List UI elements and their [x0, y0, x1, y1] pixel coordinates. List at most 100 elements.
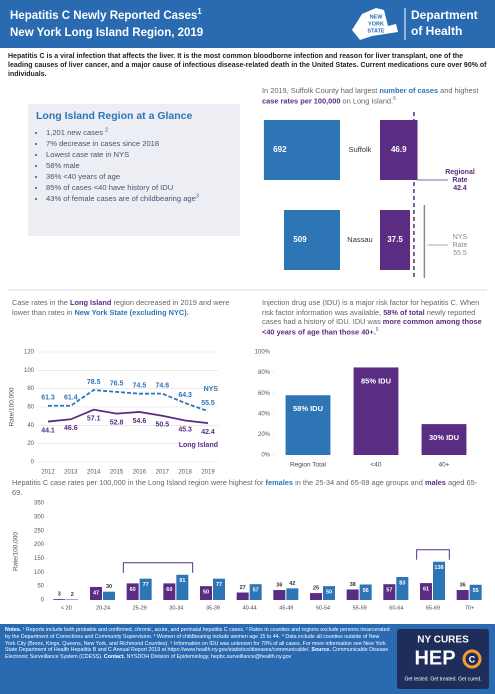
bar-label: 55	[473, 588, 479, 594]
bar	[456, 590, 469, 600]
bar-label: 38	[350, 582, 356, 588]
text-run: and highest	[438, 86, 479, 95]
bar	[139, 578, 152, 600]
text-run: NYSDOH Division of Epidemiology, hepbc.s…	[126, 654, 292, 661]
bar-label: 3	[58, 592, 61, 598]
subtitle: New York Long Island Region, 2019	[10, 27, 204, 40]
bar	[433, 561, 445, 600]
text-run: Case rates in the	[12, 298, 70, 307]
bar-label: 692	[273, 145, 287, 154]
series-line	[47, 408, 209, 425]
text-run: on Long Island.	[340, 96, 394, 106]
x-tick-label: 2019	[201, 470, 215, 476]
y-tick-label: 40%	[258, 411, 271, 417]
caption: Hepatitis C case rates per 100,000 in th…	[12, 478, 482, 497]
bar-label: 27	[240, 585, 246, 591]
bar	[346, 589, 359, 600]
point-label: 61.4	[64, 395, 78, 402]
text-run: Hepatitis C case rates per 100,000 in th…	[12, 478, 266, 487]
bar	[263, 120, 340, 180]
x-tick-label: 35-39	[206, 605, 220, 611]
y-tick-label: 100%	[255, 350, 271, 356]
bar-label: 30	[106, 584, 112, 590]
x-tick-label: 25-29	[133, 605, 147, 611]
bar	[323, 586, 335, 600]
bar	[103, 591, 115, 600]
y-tick-label: 250	[34, 528, 45, 534]
text-run: 6	[393, 95, 396, 102]
y-tick-label: 0%	[261, 453, 270, 459]
glance-item: 85% of cases <40 have history of IDU	[46, 182, 232, 193]
point-label: 57.1	[87, 416, 101, 423]
bar	[200, 586, 212, 600]
glance-item: 1,201 new cases 2	[46, 127, 232, 138]
bar-label: 47	[93, 590, 99, 596]
text-run: males	[424, 478, 446, 487]
glance-item: 43% of female cases are of childbearing …	[46, 193, 232, 204]
highlight-bracket	[416, 549, 450, 560]
campaign-ring	[462, 649, 482, 669]
x-tick-label: 2017	[156, 470, 170, 476]
bar	[53, 599, 66, 600]
glance-item: Lowest case rate in NYS	[46, 149, 232, 160]
bar-label: 138	[434, 565, 443, 571]
text-run: newly reported cases had a history of ID…	[262, 307, 476, 327]
bar	[285, 395, 331, 455]
notes: Notes. ¹ Reports include both probable a…	[5, 627, 391, 661]
point-label: 50.5	[155, 422, 169, 429]
text-run: 43% of female cases are of childbearing …	[46, 193, 196, 203]
text-run: aged 65-69.	[12, 478, 478, 497]
category-label: Nassau	[347, 235, 372, 244]
bar	[90, 586, 102, 600]
x-tick-label: 70+	[465, 605, 474, 611]
state-logo	[352, 8, 398, 40]
caption: Injection drug use (IDU) is a major risk…	[262, 298, 488, 337]
bar-label: 57	[386, 588, 392, 594]
series-name: NYS	[204, 386, 219, 393]
header-bar	[0, 0, 495, 48]
point-label: 46.6	[64, 425, 78, 432]
bar-label: 56	[363, 588, 369, 594]
bar-label: 25	[313, 586, 319, 592]
x-tick-label: 20-24	[96, 605, 110, 611]
logo-text: STATE	[367, 28, 385, 34]
y-tick-label: 0	[31, 460, 35, 466]
text-run: Notes.	[5, 627, 23, 633]
bar	[396, 576, 409, 600]
bar	[284, 210, 340, 270]
text-run: case rates per 100,000	[262, 96, 341, 106]
text-run: in the 25-34 and 65-69 age groups and	[293, 478, 425, 487]
reference-label: NYS	[453, 234, 468, 241]
bar	[383, 584, 396, 600]
bar	[469, 584, 482, 600]
bar	[213, 578, 225, 600]
y-tick-label: 80	[27, 386, 34, 392]
y-tick-label: 300	[34, 514, 45, 520]
reference-value: 55.5	[453, 250, 467, 257]
bar-label: 36	[276, 582, 282, 588]
x-tick-label: 45-49	[279, 605, 293, 611]
text-run: Contact.	[103, 654, 127, 661]
bar	[126, 583, 139, 600]
bar-label: 509	[293, 235, 307, 244]
logo-text: NEW	[370, 14, 384, 20]
bar-label: 30% IDU	[429, 433, 459, 442]
bar-label: 77	[216, 582, 222, 588]
y-tick-label: 20	[27, 441, 34, 447]
x-tick-label: 2016	[133, 470, 147, 476]
bar	[421, 424, 467, 455]
text-run: Lowest case rate in NYS	[46, 149, 130, 159]
y-tick-label: 60%	[258, 391, 271, 397]
y-tick-label: 100	[24, 368, 35, 374]
reference-label: Rate	[453, 242, 468, 249]
text-run: 3	[195, 193, 199, 200]
campaign-text: HEP	[414, 647, 455, 669]
text-run: 7% decrease in cases since 2018	[46, 138, 160, 148]
x-tick-label: < 20	[61, 605, 72, 611]
bar-label: 50	[203, 590, 209, 596]
y-tick-label: 200	[34, 542, 45, 548]
y-axis-label: Rate/100,000	[13, 532, 20, 571]
bar-label: 37.5	[387, 235, 403, 244]
caption: Case rates in the Long Island region dec…	[12, 298, 240, 317]
